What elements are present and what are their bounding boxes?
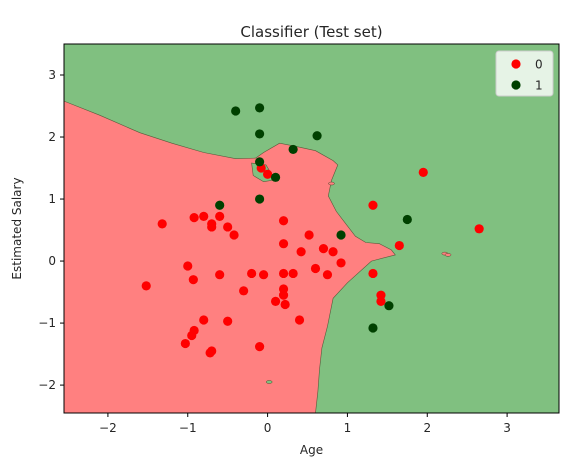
legend-box xyxy=(495,50,554,97)
stray-region-mark xyxy=(328,181,335,186)
data-point-class-0 xyxy=(278,290,289,300)
data-point-class-0 xyxy=(336,258,346,268)
data-point-class-1 xyxy=(384,301,394,311)
y-tick-label: 2 xyxy=(48,130,56,144)
data-point-class-0 xyxy=(239,286,249,296)
data-point-class-1 xyxy=(270,172,281,182)
stray-region-mark xyxy=(444,253,452,257)
data-point-class-0 xyxy=(304,230,314,240)
data-point-class-1 xyxy=(288,144,298,155)
data-point-class-0 xyxy=(262,169,273,179)
y-tick-label: 1 xyxy=(48,192,56,206)
data-point-class-1 xyxy=(255,129,265,139)
data-point-class-0 xyxy=(215,270,225,280)
y-axis-label: Estimated Salary xyxy=(10,177,24,279)
y-tick-label: −1 xyxy=(38,316,56,330)
x-tick-label: −2 xyxy=(99,421,117,435)
data-point-class-0 xyxy=(223,316,233,326)
data-point-class-0 xyxy=(189,325,199,336)
data-point-class-1 xyxy=(402,214,412,225)
decision-region-class-0 xyxy=(64,100,396,413)
data-point-class-1 xyxy=(255,194,265,204)
data-point-class-0 xyxy=(141,281,151,291)
data-point-class-0 xyxy=(188,275,198,285)
x-axis-ticks: −2 −1 0 1 2 3 xyxy=(99,413,511,435)
data-point-class-0 xyxy=(394,240,404,251)
data-point-class-0 xyxy=(270,296,281,306)
stray-region-mark xyxy=(265,380,273,384)
x-axis-label: Age xyxy=(300,443,323,457)
data-point-class-0 xyxy=(258,270,269,280)
y-tick-label: 3 xyxy=(48,68,56,82)
x-tick-label: −1 xyxy=(179,421,197,435)
data-point-class-1 xyxy=(255,103,265,113)
data-point-class-0 xyxy=(368,200,378,210)
legend-marker-1 xyxy=(511,80,521,90)
data-point-class-0 xyxy=(229,230,239,240)
data-point-class-0 xyxy=(294,315,305,325)
data-point-class-0 xyxy=(280,299,290,310)
data-point-class-0 xyxy=(207,346,217,356)
data-point-class-0 xyxy=(199,211,209,222)
data-point-class-0 xyxy=(278,268,289,279)
data-point-class-0 xyxy=(180,338,190,349)
legend-label-0: 0 xyxy=(535,58,543,72)
data-point-class-0 xyxy=(247,268,257,279)
x-tick-label: 1 xyxy=(344,421,352,435)
data-point-class-0 xyxy=(296,247,306,257)
data-point-class-0 xyxy=(215,211,225,222)
y-tick-label: −2 xyxy=(38,378,56,392)
data-point-class-1 xyxy=(255,157,265,167)
stray-region-marks xyxy=(265,181,452,384)
y-tick-label: 0 xyxy=(48,254,56,268)
data-point-class-1 xyxy=(368,323,378,333)
data-point-class-0 xyxy=(328,247,338,257)
data-point-class-0 xyxy=(199,315,209,325)
chart-title: Classifier (Test set) xyxy=(240,23,382,41)
data-point-class-0 xyxy=(207,219,217,229)
data-point-class-0 xyxy=(255,342,265,352)
data-point-class-1 xyxy=(312,131,322,141)
data-point-class-0 xyxy=(223,222,233,232)
data-point-class-0 xyxy=(368,268,378,279)
data-point-class-1 xyxy=(215,200,225,210)
data-point-class-0 xyxy=(278,216,289,226)
data-point-class-0 xyxy=(183,261,193,271)
data-point-class-0 xyxy=(310,263,321,274)
x-tick-label: 2 xyxy=(423,421,431,435)
x-tick-label: 0 xyxy=(264,421,272,435)
data-point-class-0 xyxy=(157,219,167,229)
data-point-class-0 xyxy=(318,244,329,254)
data-point-class-0 xyxy=(474,224,484,234)
data-point-class-0 xyxy=(322,270,333,280)
plot-area xyxy=(64,44,559,413)
legend-marker-0 xyxy=(511,59,521,69)
legend: 01 xyxy=(495,50,554,97)
data-points xyxy=(141,103,484,358)
data-point-class-0 xyxy=(278,239,289,249)
data-point-class-0 xyxy=(418,167,428,177)
data-point-class-1 xyxy=(231,106,241,116)
data-point-class-1 xyxy=(336,230,346,240)
data-point-class-0 xyxy=(189,213,199,223)
y-axis-ticks: −2 −1 0 1 2 3 xyxy=(38,68,64,392)
x-tick-label: 3 xyxy=(503,421,511,435)
legend-label-1: 1 xyxy=(535,79,543,93)
plot-frame xyxy=(63,43,560,414)
data-point-class-0 xyxy=(376,296,386,306)
data-point-class-0 xyxy=(288,268,298,279)
